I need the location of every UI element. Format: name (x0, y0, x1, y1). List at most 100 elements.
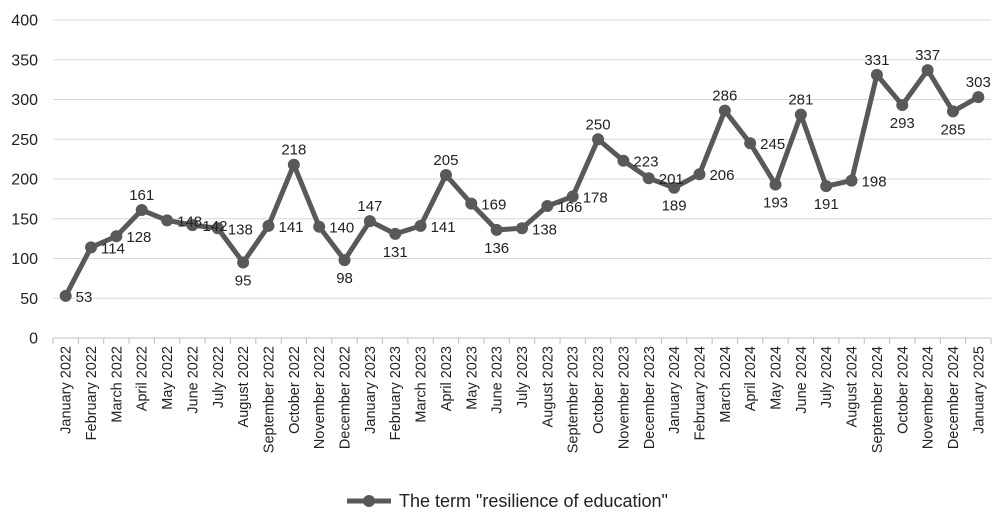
data-label: 142 (202, 218, 227, 235)
data-point (287, 158, 300, 171)
data-label: 136 (484, 240, 509, 257)
x-tick-label: January 2025 (971, 346, 987, 434)
x-tick-label: June 2023 (490, 346, 506, 414)
y-tick-label: 400 (11, 13, 38, 30)
x-tick-label: August 2023 (540, 346, 556, 427)
data-label: 128 (126, 229, 151, 246)
y-tick-label: 0 (29, 331, 38, 348)
x-tick-label: June 2022 (185, 346, 201, 414)
data-point (59, 289, 72, 302)
data-label: 285 (940, 121, 965, 138)
data-point (896, 99, 909, 112)
data-point (414, 219, 427, 232)
data-point (845, 174, 858, 187)
x-tick-label: January 2022 (59, 346, 75, 434)
series-line (59, 64, 985, 302)
y-tick-label: 300 (11, 92, 38, 109)
legend-marker-swatch (363, 495, 375, 507)
data-label: 169 (481, 197, 506, 214)
x-tick-label: March 2023 (414, 346, 430, 423)
data-point (592, 133, 605, 146)
x-tick-label: December 2023 (642, 346, 658, 449)
data-label: 191 (814, 196, 839, 213)
data-point (490, 223, 503, 236)
x-tick-label: December 2022 (338, 346, 354, 449)
data-point (338, 254, 351, 267)
data-label: 331 (864, 52, 889, 69)
data-label: 138 (228, 221, 253, 238)
x-axis: January 2022 February 2022 March 2022 April… (52, 338, 992, 453)
data-point (135, 204, 148, 217)
x-tick-label: September 2023 (566, 346, 582, 453)
data-point (313, 220, 326, 233)
x-tick-label: January 2023 (363, 346, 379, 434)
x-tick-label: June 2024 (794, 346, 810, 414)
data-label: 131 (383, 244, 408, 261)
x-tick-label: May 2023 (464, 346, 480, 410)
series-polyline (63, 67, 981, 299)
x-tick-label: October 2023 (591, 346, 607, 434)
data-label: 138 (532, 221, 557, 238)
data-label: 303 (966, 74, 991, 91)
y-tick-label: 250 (11, 132, 38, 149)
x-tick-label: March 2024 (718, 346, 734, 423)
data-label: 140 (329, 220, 354, 237)
x-tick-label: January 2024 (667, 346, 683, 434)
x-tick-label: December 2024 (946, 346, 962, 449)
x-tick-label: August 2022 (236, 346, 252, 427)
data-point (363, 215, 376, 228)
data-label: 148 (177, 213, 202, 230)
data-point (617, 154, 630, 167)
data-point (262, 219, 275, 232)
data-point (668, 181, 681, 194)
y-tick-label: 100 (11, 251, 38, 268)
data-label: 198 (862, 174, 887, 191)
x-tick-label: February 2022 (84, 346, 100, 440)
y-axis: 0 50 100 150 200 250 300 350 400 (11, 13, 38, 348)
data-point (211, 222, 224, 235)
data-label: 193 (763, 195, 788, 212)
data-point (465, 197, 478, 210)
data-point (718, 104, 731, 117)
data-point (921, 64, 934, 77)
x-tick-label: September 2022 (261, 346, 277, 453)
x-tick-label: April 2024 (743, 346, 759, 411)
data-point (744, 137, 757, 150)
x-tick-label: October 2022 (287, 346, 303, 434)
data-label: 245 (760, 136, 785, 153)
data-point (566, 190, 579, 203)
data-label: 178 (583, 189, 608, 206)
data-label: 166 (557, 199, 582, 216)
data-label: 141 (431, 219, 456, 236)
data-point (237, 256, 250, 269)
data-label: 218 (281, 142, 306, 159)
data-label: 189 (662, 198, 687, 215)
x-tick-label: July 2024 (819, 346, 835, 408)
x-tick-label: February 2023 (388, 346, 404, 440)
data-point (541, 200, 554, 213)
data-label: 250 (586, 116, 611, 133)
data-point (516, 222, 528, 235)
x-tick-label: November 2024 (921, 346, 937, 449)
legend-label: The term "resilience of education" (399, 491, 668, 511)
gridlines (53, 19, 991, 339)
data-label: 95 (235, 272, 252, 289)
x-tick-label: November 2022 (312, 346, 328, 449)
data-label: 205 (433, 152, 458, 169)
data-point (946, 105, 959, 118)
data-label: 281 (788, 92, 813, 109)
x-tick-label: September 2024 (870, 346, 886, 453)
data-point (389, 227, 402, 240)
x-tick-label: April 2022 (135, 346, 151, 411)
data-label: 141 (278, 219, 303, 236)
data-label: 147 (357, 198, 382, 215)
data-point (439, 169, 452, 182)
data-label: 206 (709, 167, 734, 184)
data-label: 223 (633, 154, 658, 171)
data-point (693, 168, 706, 181)
x-tick-label: February 2024 (692, 346, 708, 440)
y-tick-label: 350 (11, 52, 38, 69)
data-label: 98 (336, 270, 353, 287)
